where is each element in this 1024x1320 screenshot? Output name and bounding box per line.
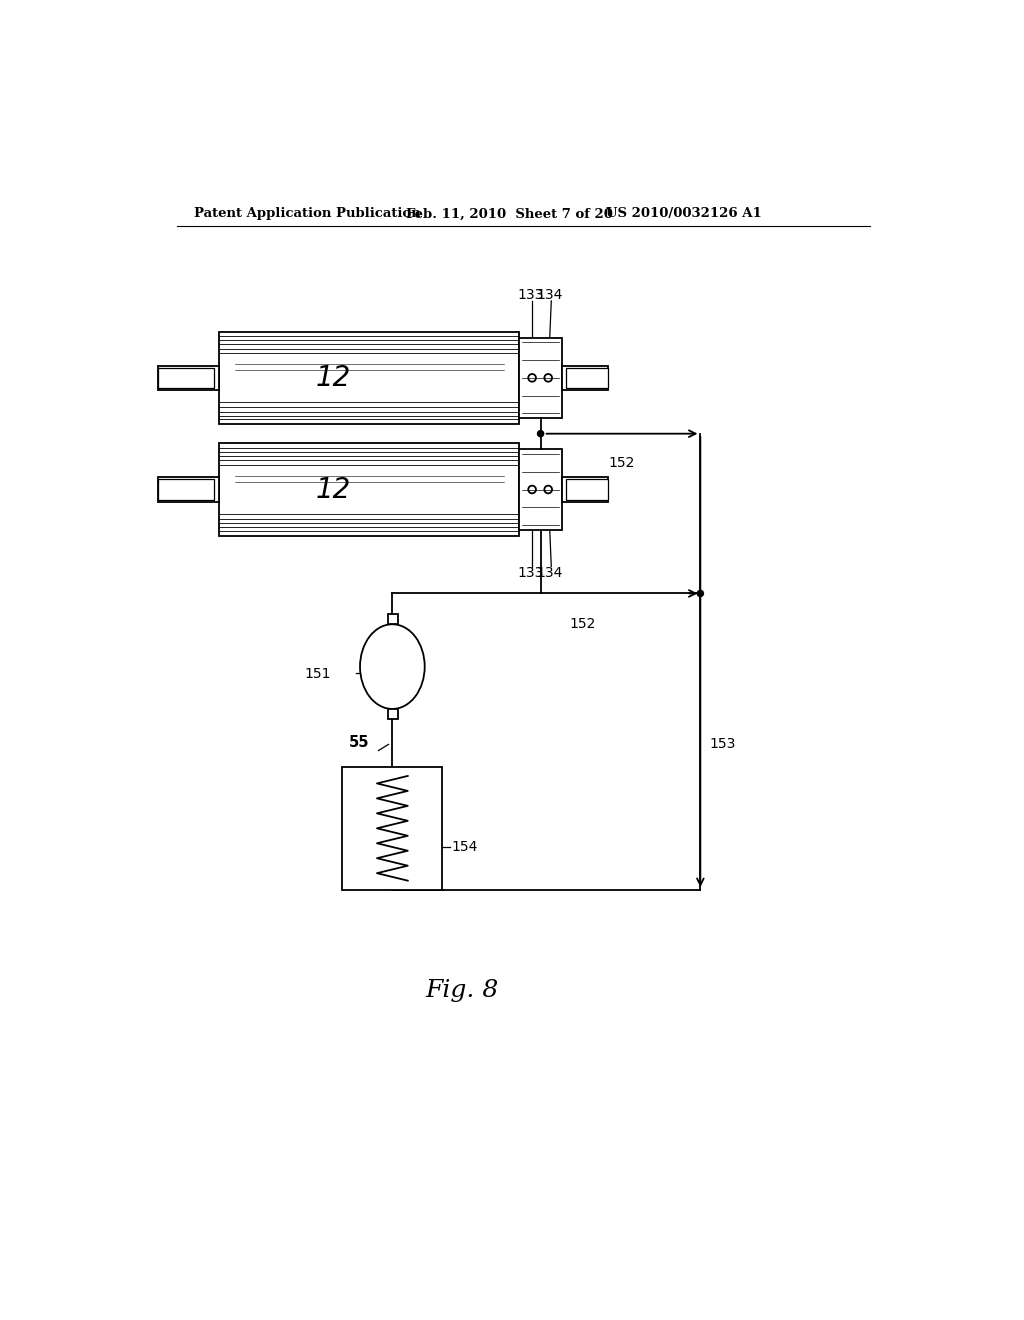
Bar <box>388 614 397 624</box>
Text: 12: 12 <box>315 475 351 503</box>
Text: 151: 151 <box>304 668 331 681</box>
Circle shape <box>538 430 544 437</box>
Text: 133: 133 <box>517 566 544 579</box>
Text: Feb. 11, 2010  Sheet 7 of 20: Feb. 11, 2010 Sheet 7 of 20 <box>407 207 613 220</box>
Bar <box>562 366 608 391</box>
Bar <box>566 368 608 388</box>
Text: US 2010/0032126 A1: US 2010/0032126 A1 <box>606 207 762 220</box>
Bar <box>158 479 214 499</box>
Text: 55: 55 <box>349 735 370 750</box>
Bar <box>158 366 219 391</box>
Text: 152: 152 <box>569 618 596 631</box>
Text: 153: 153 <box>710 737 736 751</box>
Circle shape <box>697 590 703 597</box>
Bar <box>388 709 397 719</box>
Bar <box>519 449 562 529</box>
Text: 152: 152 <box>608 455 634 470</box>
Text: 134: 134 <box>537 566 563 579</box>
Bar <box>219 331 519 424</box>
Bar <box>158 368 214 388</box>
Bar <box>158 478 219 502</box>
Bar <box>342 767 442 890</box>
Bar <box>519 338 562 418</box>
Text: 12: 12 <box>315 364 351 392</box>
Text: Fig. 8: Fig. 8 <box>425 978 499 1002</box>
Text: 154: 154 <box>452 840 478 854</box>
Text: 133: 133 <box>517 288 544 302</box>
Ellipse shape <box>360 624 425 709</box>
Bar <box>219 444 519 536</box>
Bar <box>562 478 608 502</box>
Bar <box>566 479 608 499</box>
Text: 134: 134 <box>537 288 563 302</box>
Text: Patent Application Publication: Patent Application Publication <box>194 207 421 220</box>
